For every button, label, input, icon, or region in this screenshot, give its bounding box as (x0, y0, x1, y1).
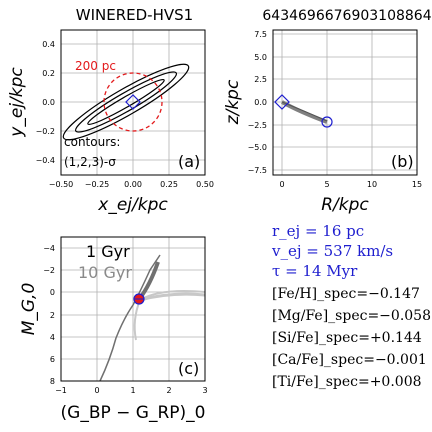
panel-c-ytick: 2 (50, 311, 55, 320)
panel-c: −1 0 1 2 3 −4 −2 0 2 4 6 8 1 Gyr 10 Gyr … (19, 236, 208, 423)
panel-c-ytick: −4 (43, 244, 55, 253)
panel-b-ytick: 2.5 (254, 75, 267, 84)
panel-b-ytick: 7.5 (254, 30, 267, 39)
contour-1sigma (87, 78, 165, 126)
panel-b-axes-frame (272, 29, 418, 176)
panel-b-ytick: 5.0 (254, 53, 267, 62)
panel-b-xtick: 0 (279, 180, 284, 189)
panel-a-xtick: 0.50 (196, 180, 214, 189)
panel-c-ylabel: M_G,0 (19, 283, 39, 336)
iso2-label: 10 Gyr (78, 263, 132, 282)
abundance-fe-h: [Fe/H]_spec=−0.147 (272, 286, 420, 302)
panel-c-ytick: 0 (50, 288, 55, 297)
panel-a-diamond-marker (125, 94, 141, 110)
panel-a-xtick: −0.25 (85, 180, 110, 189)
panel-b: 0 5 10 15 7.5 5.0 2.5 0.0 −2.5 −5.0 −7.5… (223, 29, 422, 215)
abundance-value: =−0.058 (367, 308, 431, 324)
panel-b-ytick: 0.0 (254, 98, 267, 107)
panel-a-ytick: 0.2 (42, 69, 55, 78)
panel-c-xlabel: (G_BP − G_RP)_0 (61, 403, 206, 423)
abundance-value: =+0.144 (358, 330, 422, 346)
panel-b-ytick: −7.5 (248, 166, 267, 175)
panel-a-label: (a) (178, 152, 200, 171)
panel-b-xticks: 0 5 10 15 (279, 180, 422, 189)
abundance-label: [Ca/Fe]_spec (272, 352, 364, 368)
panel-c-axes-frame (60, 236, 206, 382)
abundance-value: =+0.008 (357, 374, 422, 390)
abundance-label: [Fe/H]_spec (272, 286, 357, 302)
radius-200pc-circle (103, 72, 163, 132)
panel-b-ytick: −2.5 (248, 121, 267, 130)
abundance-label: [Mg/Fe]_spec (272, 308, 368, 324)
panel-b-ylabel: z/kpc (223, 79, 243, 125)
contour-2sigma (74, 71, 178, 133)
contour-label-1: contours: (64, 135, 120, 149)
panel-a-ytick: 0.0 (42, 98, 55, 107)
panel-c-xtick: 1 (130, 386, 135, 395)
isochrone-1gyr (99, 254, 161, 382)
info-v-ej: v_ej = 537 km/s (272, 242, 394, 260)
panel-c-ytick: 4 (50, 333, 55, 342)
panel-a-ytick: −0.2 (36, 127, 55, 136)
panel-b-xtick: 10 (367, 180, 377, 189)
panel-c-xtick: 2 (166, 386, 171, 395)
panel-a-yticks: 0.4 0.2 0.0 −0.2 −0.4 (36, 40, 55, 165)
panel-c-xtick: 0 (94, 386, 99, 395)
panel-b-grid (273, 30, 417, 175)
panel-b-ytick: −5.0 (248, 143, 267, 152)
isochrone-1gyr-giant (138, 261, 160, 300)
panel-b-title: 6434696676903108864 (262, 8, 432, 24)
panel-a-title: WINERED-HVS1 (75, 6, 194, 24)
panel-b-xtick: 5 (324, 180, 329, 189)
panel-a-ylabel: y_ej/kpc (7, 67, 27, 138)
abundance-si-fe: [Si/Fe]_spec=+0.144 (272, 330, 422, 346)
info-tau: τ = 14 Myr (272, 262, 358, 280)
panel-c-ytick: 8 (50, 377, 55, 386)
panel-a-xtick: −0.50 (49, 180, 74, 189)
abundance-ca-fe: [Ca/Fe]_spec=−0.001 (272, 352, 427, 368)
panel-b-diamond-marker (274, 94, 290, 110)
panel-a-xlabel: x_ej/kpc (97, 195, 168, 215)
panel-b-yticks: 7.5 5.0 2.5 0.0 −2.5 −5.0 −7.5 (248, 30, 267, 175)
panel-c-xticks: −1 0 1 2 3 (55, 386, 207, 395)
panel-a-contours (62, 63, 190, 141)
panel-c-xtick: 3 (202, 386, 207, 395)
abundance-value: =−0.147 (356, 286, 420, 302)
panel-c-label: (c) (178, 359, 199, 378)
circle-label: 200 pc (75, 59, 116, 73)
contour-label-2: (1,2,3)-σ (64, 155, 116, 169)
panel-b-end-marker (321, 116, 333, 128)
panel-a: −0.50 −0.25 0.00 0.25 0.50 0.4 0.2 0.0 −… (7, 29, 214, 215)
panel-c-yticks: −4 −2 0 2 4 6 8 (43, 244, 55, 386)
panel-a-ytick: −0.4 (36, 156, 55, 165)
panel-c-ytick: 6 (50, 355, 55, 364)
panel-c-xtick: −1 (55, 386, 67, 395)
panel-c-ytick: −2 (43, 266, 55, 275)
abundance-label: [Ti/Fe]_spec (272, 374, 358, 390)
info-r-ej: r_ej = 16 pc (272, 222, 365, 240)
abundance-ti-fe: [Ti/Fe]_spec=+0.008 (272, 374, 422, 390)
panel-b-label: (b) (391, 152, 414, 171)
abundance-mg-fe: [Mg/Fe]_spec=−0.058 (272, 308, 431, 324)
panel-a-axes-frame (60, 29, 206, 176)
panel-b-xlabel: R/kpc (321, 195, 369, 215)
panel-a-xtick: 0.25 (160, 180, 178, 189)
contour-3sigma (62, 63, 190, 141)
iso1-label: 1 Gyr (86, 242, 130, 261)
abundance-label: [Si/Fe]_spec (272, 330, 359, 346)
panel-b-xtick: 15 (412, 180, 422, 189)
panel-a-ytick: 0.4 (42, 40, 55, 49)
panel-a-xticks: −0.50 −0.25 0.00 0.25 0.50 (49, 180, 214, 189)
panel-a-xtick: 0.00 (124, 180, 142, 189)
abundance-value: =−0.001 (363, 352, 427, 368)
